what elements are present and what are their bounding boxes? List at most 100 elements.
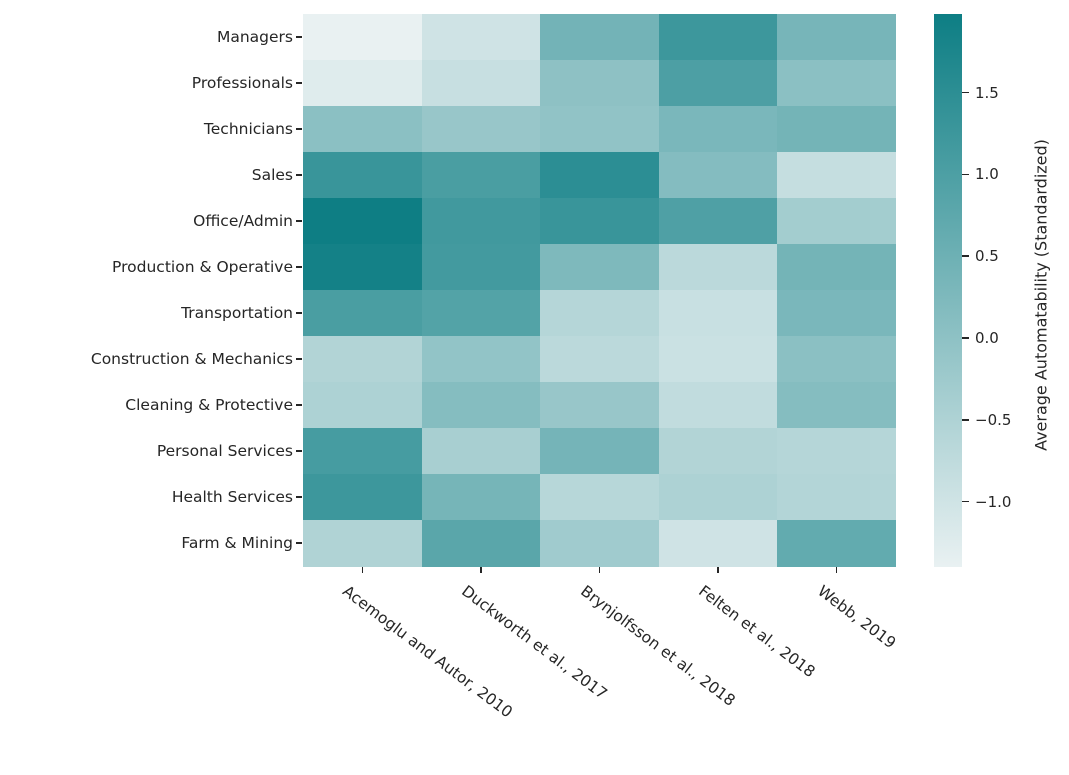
y-tick-mark	[296, 450, 302, 452]
x-tick-mark	[598, 567, 601, 573]
heatmap-cell	[421, 290, 541, 337]
heatmap-cell	[421, 520, 541, 567]
heatmap-cell	[540, 106, 660, 153]
heatmap-cell	[658, 106, 778, 153]
heatmap-cell	[540, 336, 660, 383]
x-tick-label: Felten et al., 2018	[695, 582, 819, 682]
heatmap-cell	[658, 60, 778, 107]
y-tick-mark	[296, 128, 302, 130]
heatmap-cell	[421, 244, 541, 291]
heatmap-cell	[303, 152, 423, 199]
y-tick-mark	[296, 542, 302, 544]
y-tick-mark	[296, 36, 302, 38]
heatmap-cell	[540, 244, 660, 291]
heatmap-cell	[658, 428, 778, 475]
heatmap-cell	[303, 244, 423, 291]
y-tick-label: Personal Services	[156, 442, 293, 460]
heatmap-cell	[540, 428, 660, 475]
y-tick-label: Cleaning & Protective	[125, 396, 293, 414]
y-tick-mark	[296, 266, 302, 268]
heatmap-cell	[303, 60, 423, 107]
y-tick-label: Production & Operative	[112, 258, 293, 276]
heatmap-cell	[421, 60, 541, 107]
heatmap-cell	[421, 428, 541, 475]
colorbar-tick-mark	[962, 418, 969, 421]
colorbar-tick-label: 0.5	[975, 247, 999, 266]
x-tick-mark	[361, 567, 364, 573]
heatmap-cell	[540, 14, 660, 61]
colorbar-tick-mark	[962, 173, 969, 176]
heatmap-grid	[303, 14, 897, 567]
heatmap-cell	[303, 428, 423, 475]
heatmap-cell	[777, 428, 897, 475]
heatmap-cell	[658, 244, 778, 291]
heatmap-cell	[777, 474, 897, 521]
heatmap-cell	[658, 290, 778, 337]
y-tick-label: Technicians	[203, 120, 293, 138]
y-tick-mark	[296, 358, 302, 360]
heatmap-cell	[777, 106, 897, 153]
heatmap-cell	[777, 520, 897, 567]
heatmap-cell	[777, 244, 897, 291]
y-tick-mark	[296, 404, 302, 406]
heatmap-cell	[540, 60, 660, 107]
y-tick-label: Sales	[251, 166, 293, 184]
heatmap-cell	[777, 198, 897, 245]
y-tick-label: Managers	[216, 28, 293, 46]
colorbar-tick-label: 1.0	[975, 165, 999, 184]
colorbar-tick-label: −0.5	[975, 410, 1012, 429]
y-tick-label: Farm & Mining	[181, 534, 293, 552]
colorbar-tick-mark	[962, 500, 969, 503]
heatmap-cell	[421, 336, 541, 383]
heatmap-cell	[540, 474, 660, 521]
heatmap-cell	[303, 14, 423, 61]
colorbar-tick-mark	[962, 337, 969, 339]
heatmap-cell	[777, 336, 897, 383]
heatmap-cell	[303, 198, 423, 245]
heatmap-cell	[421, 152, 541, 199]
heatmap-cell	[421, 474, 541, 521]
heatmap-cell	[303, 520, 423, 567]
heatmap-cell	[777, 290, 897, 337]
y-tick-mark	[296, 174, 302, 176]
y-tick-label: Transportation	[181, 304, 293, 322]
heatmap-cell	[777, 14, 897, 61]
heatmap-cell	[421, 382, 541, 429]
heatmap-cell	[658, 336, 778, 383]
x-tick-label: Webb, 2019	[813, 582, 899, 653]
heatmap-cell	[658, 152, 778, 199]
y-tick-mark	[296, 82, 302, 84]
y-tick-label: Office/Admin	[193, 212, 293, 230]
heatmap-cell	[540, 152, 660, 199]
heatmap-cell	[540, 198, 660, 245]
y-tick-label: Professionals	[191, 74, 293, 92]
heatmap-cell	[777, 152, 897, 199]
heatmap-cell	[658, 198, 778, 245]
colorbar	[934, 14, 962, 567]
heatmap-cell	[777, 382, 897, 429]
colorbar-tick-label: 0.0	[975, 328, 999, 347]
x-tick-mark	[835, 567, 838, 573]
heatmap-cell	[303, 382, 423, 429]
y-tick-mark	[296, 312, 302, 314]
y-tick-label: Construction & Mechanics	[90, 350, 293, 368]
heatmap-cell	[540, 382, 660, 429]
heatmap-cell	[421, 198, 541, 245]
y-tick-mark	[296, 220, 302, 222]
x-tick-mark	[480, 567, 482, 573]
heatmap-cell	[421, 106, 541, 153]
y-tick-mark	[296, 496, 302, 498]
x-tick-mark	[717, 567, 719, 573]
heatmap-cell	[540, 290, 660, 337]
colorbar-axis-label: Average Automatability (Standardized)	[1031, 139, 1051, 451]
colorbar-tick-label: 1.5	[975, 83, 999, 102]
heatmap-cell	[658, 520, 778, 567]
colorbar-tick-label: −1.0	[975, 492, 1012, 511]
heatmap-cell	[658, 382, 778, 429]
heatmap-cell	[658, 14, 778, 61]
colorbar-tick-mark	[962, 91, 969, 94]
heatmap-cell	[777, 60, 897, 107]
heatmap-cell	[303, 290, 423, 337]
heatmap-cell	[658, 474, 778, 521]
